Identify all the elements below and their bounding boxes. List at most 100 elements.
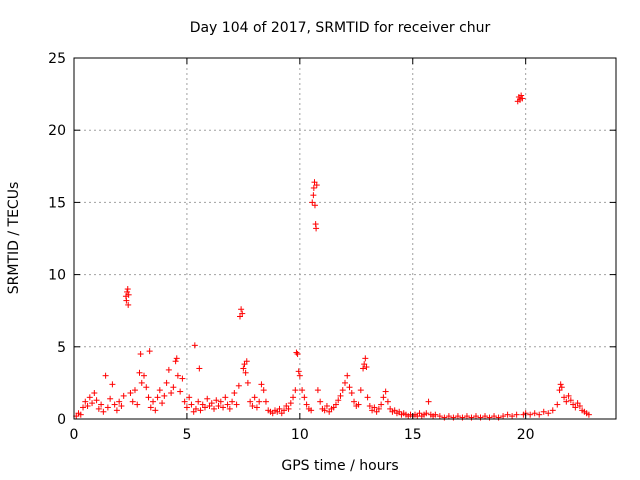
data-point	[229, 399, 235, 405]
data-point	[487, 415, 493, 421]
data-point	[365, 394, 371, 400]
y-tick-label: 0	[57, 412, 66, 428]
data-point	[231, 390, 237, 396]
data-point	[124, 289, 130, 295]
data-point	[236, 383, 242, 389]
data-point	[362, 355, 368, 361]
data-point	[87, 394, 93, 400]
data-point	[220, 404, 226, 410]
chart-canvas: Day 104 of 2017, SRMTID for receiver chu…	[0, 0, 640, 480]
data-point	[211, 406, 217, 412]
grid-lines	[74, 58, 616, 419]
data-point	[254, 404, 260, 410]
data-point	[155, 394, 161, 400]
data-point	[136, 370, 142, 376]
data-point	[94, 397, 100, 403]
data-point	[446, 413, 452, 419]
data-point	[290, 394, 296, 400]
data-point	[541, 409, 547, 415]
data-point	[150, 399, 156, 405]
data-point	[347, 384, 353, 390]
data-point	[554, 402, 560, 408]
data-point	[127, 390, 133, 396]
data-point	[161, 393, 167, 399]
data-point	[125, 286, 131, 292]
data-point	[311, 185, 317, 191]
data-point	[380, 394, 386, 400]
data-point	[468, 415, 474, 421]
data-point	[310, 192, 316, 198]
y-tick-label: 15	[48, 195, 66, 211]
data-point	[482, 413, 488, 419]
data-point	[312, 202, 318, 208]
data-point	[166, 367, 172, 373]
data-point	[134, 402, 140, 408]
data-point	[177, 389, 183, 395]
data-point	[288, 400, 294, 406]
data-point	[514, 412, 520, 418]
data-point	[263, 399, 269, 405]
data-point	[192, 342, 198, 348]
data-point	[80, 404, 86, 410]
data-point	[550, 407, 556, 413]
data-point	[313, 225, 319, 231]
data-point	[360, 365, 366, 371]
plot-frame	[74, 58, 616, 419]
data-point	[89, 400, 95, 406]
data-point	[309, 199, 315, 205]
data-point	[184, 404, 190, 410]
data-point	[157, 387, 163, 393]
data-point	[441, 415, 447, 421]
x-tick-label: 0	[70, 427, 79, 443]
x-tick-label: 5	[182, 427, 191, 443]
data-point	[114, 407, 120, 413]
data-point	[301, 394, 307, 400]
data-point	[132, 387, 138, 393]
data-point	[188, 402, 194, 408]
data-point	[261, 387, 267, 393]
data-point	[143, 384, 149, 390]
data-point	[174, 355, 180, 361]
data-point	[100, 409, 106, 415]
data-point	[213, 397, 219, 403]
data-point	[109, 381, 115, 387]
data-point	[500, 413, 506, 419]
y-tick-label: 5	[57, 340, 66, 356]
data-point	[238, 306, 244, 312]
data-point	[532, 410, 538, 416]
x-axis-label: GPS time / hours	[281, 458, 398, 474]
data-point	[196, 365, 202, 371]
data-point	[204, 396, 210, 402]
data-point	[173, 358, 179, 364]
data-point	[293, 350, 299, 356]
data-point	[107, 396, 113, 402]
data-point	[139, 380, 145, 386]
data-point	[197, 407, 203, 413]
data-point	[138, 351, 144, 357]
y-tick-label: 20	[48, 123, 66, 139]
data-point	[344, 373, 350, 379]
data-point	[179, 376, 185, 382]
data-point	[152, 407, 158, 413]
data-point	[536, 412, 542, 418]
data-point	[385, 399, 391, 405]
data-point	[505, 412, 511, 418]
data-point	[164, 380, 170, 386]
data-point	[148, 404, 154, 410]
data-point	[340, 387, 346, 393]
data-point	[358, 387, 364, 393]
data-point	[545, 410, 551, 416]
data-point	[147, 348, 153, 354]
y-tick-label: 25	[48, 51, 66, 67]
data-point	[103, 373, 109, 379]
data-point	[195, 399, 201, 405]
data-point	[455, 413, 461, 419]
y-tick-label: 10	[48, 268, 66, 284]
data-point	[91, 390, 97, 396]
data-point	[496, 415, 502, 421]
data-point	[159, 400, 165, 406]
data-point	[121, 393, 127, 399]
data-point	[342, 380, 348, 386]
y-axis-label: SRMTID / TECUs	[6, 182, 22, 295]
axis-ticks: 0 5 10 15 20 0 5 10 15 20 25	[48, 51, 616, 443]
